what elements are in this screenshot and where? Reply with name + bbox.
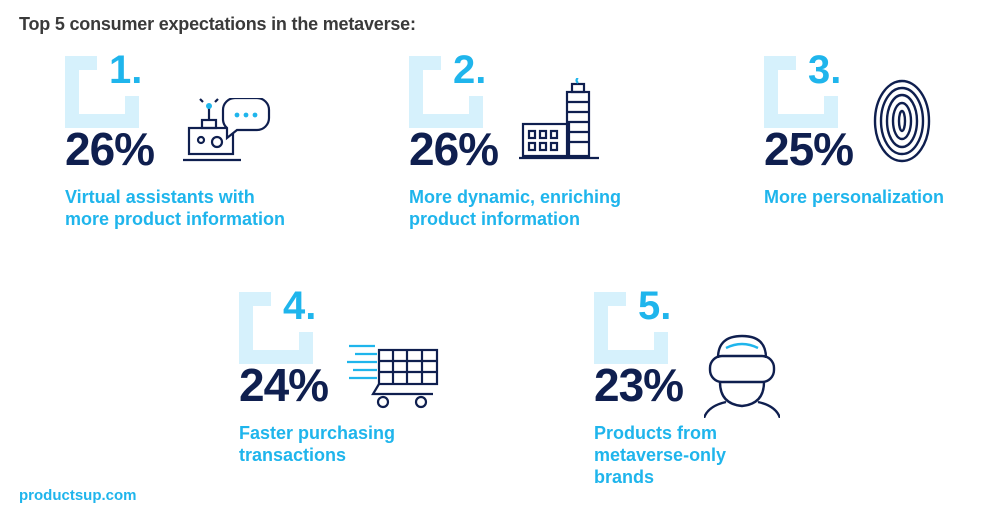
percent-value: 25% — [764, 123, 854, 175]
bracket-icon — [239, 292, 313, 364]
percent-value: 26% — [65, 123, 155, 175]
shopping-cart-icon — [347, 344, 439, 409]
expectation-label: More personalization — [764, 187, 945, 207]
expectation-card-3: 3. 25% More personalization — [764, 48, 984, 256]
bracket-icon — [65, 56, 139, 128]
expectation-label: More dynamic, enriching product informat… — [409, 187, 622, 229]
percent-value: 26% — [409, 123, 499, 175]
fingerprint-icon — [873, 79, 931, 163]
expectation-card-5: 5. 23% Products from metaverse-only bran… — [594, 284, 904, 492]
factory-icon — [519, 78, 599, 160]
rank-label: 5. — [638, 284, 672, 328]
vr-headset-icon — [704, 334, 780, 418]
expectation-card-4: 4. 24% Faster purchasing transactions — [239, 284, 549, 492]
bracket-icon — [764, 56, 838, 128]
robot-chat-icon — [183, 98, 271, 162]
expectation-card-1: 1. 26% Virtual assistants with more prod… — [65, 48, 375, 256]
percent-value: 24% — [239, 359, 329, 411]
expectation-label: Virtual assistants with more product inf… — [65, 187, 285, 229]
rank-label: 2. — [453, 48, 487, 92]
bracket-icon — [594, 292, 668, 364]
bracket-icon — [409, 56, 483, 128]
percent-value: 23% — [594, 359, 684, 411]
expectation-label: Faster purchasing transactions — [239, 423, 396, 465]
rank-label: 3. — [808, 48, 842, 92]
expectation-label: Products from metaverse-only brands — [594, 423, 727, 487]
page-title: Top 5 consumer expectations in the metav… — [19, 14, 416, 34]
rank-label: 1. — [109, 48, 143, 92]
rank-label: 4. — [283, 284, 317, 328]
expectation-card-2: 2. 26% More dynamic, enriching product i… — [409, 48, 719, 256]
footer-link[interactable]: productsup.com — [19, 487, 137, 504]
